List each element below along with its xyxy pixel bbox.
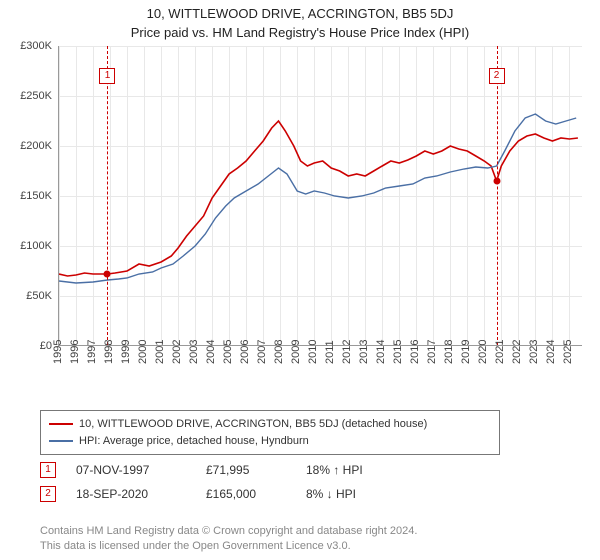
x-tick-label: 2017 bbox=[426, 340, 438, 364]
chart-container: 10, WITTLEWOOD DRIVE, ACCRINGTON, BB5 5D… bbox=[0, 0, 600, 560]
event-price: £71,995 bbox=[206, 463, 286, 477]
event-marker-box: 1 bbox=[99, 68, 115, 84]
event-dot bbox=[104, 271, 111, 278]
event-table-row: 2 18-SEP-2020 £165,000 8% ↓ HPI bbox=[40, 482, 560, 506]
series-line-hpi bbox=[59, 114, 576, 283]
legend-item: HPI: Average price, detached house, Hynd… bbox=[49, 433, 491, 450]
x-tick-label: 2012 bbox=[341, 340, 353, 364]
x-tick-label: 1998 bbox=[103, 340, 115, 364]
x-tick-label: 2000 bbox=[137, 340, 149, 364]
legend: 10, WITTLEWOOD DRIVE, ACCRINGTON, BB5 5D… bbox=[40, 410, 500, 455]
event-marker-box: 2 bbox=[40, 486, 56, 502]
x-tick-label: 1997 bbox=[86, 340, 98, 364]
x-tick-label: 2010 bbox=[307, 340, 319, 364]
x-tick-label: 2015 bbox=[392, 340, 404, 364]
events-table: 1 07-NOV-1997 £71,995 18% ↑ HPI 2 18-SEP… bbox=[40, 458, 560, 506]
event-vertical-line bbox=[497, 46, 498, 345]
x-tick-label: 2001 bbox=[154, 340, 166, 364]
y-tick-label: £200K bbox=[20, 140, 52, 152]
x-tick-label: 2025 bbox=[562, 340, 574, 364]
x-tick-label: 2023 bbox=[528, 340, 540, 364]
x-axis: 1995199619971998199920002001200220032004… bbox=[58, 348, 582, 378]
x-tick-label: 1999 bbox=[120, 340, 132, 364]
event-dot bbox=[493, 178, 500, 185]
event-hpi: 8% ↓ HPI bbox=[306, 487, 406, 501]
line-series-svg bbox=[59, 46, 583, 346]
x-tick-label: 2011 bbox=[324, 340, 336, 364]
x-tick-label: 2008 bbox=[273, 340, 285, 364]
legend-label: HPI: Average price, detached house, Hynd… bbox=[79, 433, 309, 450]
x-tick-label: 2019 bbox=[460, 340, 472, 364]
x-tick-label: 2007 bbox=[256, 340, 268, 364]
x-tick-label: 2022 bbox=[511, 340, 523, 364]
series-line-property bbox=[59, 121, 578, 276]
x-tick-label: 2002 bbox=[171, 340, 183, 364]
chart-area: £0£50K£100K£150K£200K£250K£300K 12 19951… bbox=[14, 46, 586, 376]
y-axis: £0£50K£100K£150K£200K£250K£300K bbox=[14, 46, 54, 346]
attribution: Contains HM Land Registry data © Crown c… bbox=[40, 524, 560, 554]
event-price: £165,000 bbox=[206, 487, 286, 501]
legend-swatch bbox=[49, 423, 73, 425]
legend-swatch bbox=[49, 440, 73, 442]
event-hpi: 18% ↑ HPI bbox=[306, 463, 406, 477]
attribution-line: Contains HM Land Registry data © Crown c… bbox=[40, 524, 560, 539]
x-tick-label: 2021 bbox=[494, 340, 506, 364]
x-tick-label: 2005 bbox=[222, 340, 234, 364]
x-tick-label: 2006 bbox=[239, 340, 251, 364]
x-tick-label: 2004 bbox=[205, 340, 217, 364]
legend-item: 10, WITTLEWOOD DRIVE, ACCRINGTON, BB5 5D… bbox=[49, 416, 491, 433]
event-marker-box: 1 bbox=[40, 462, 56, 478]
x-tick-label: 1996 bbox=[69, 340, 81, 364]
event-marker-box: 2 bbox=[489, 68, 505, 84]
y-tick-label: £300K bbox=[20, 40, 52, 52]
chart-title: 10, WITTLEWOOD DRIVE, ACCRINGTON, BB5 5D… bbox=[0, 0, 600, 21]
legend-label: 10, WITTLEWOOD DRIVE, ACCRINGTON, BB5 5D… bbox=[79, 416, 427, 433]
y-tick-label: £0 bbox=[40, 340, 52, 352]
event-vertical-line bbox=[107, 46, 108, 345]
y-tick-label: £250K bbox=[20, 90, 52, 102]
x-tick-label: 1995 bbox=[52, 340, 64, 364]
x-tick-label: 2013 bbox=[358, 340, 370, 364]
x-tick-label: 2014 bbox=[375, 340, 387, 364]
x-tick-label: 2018 bbox=[443, 340, 455, 364]
y-tick-label: £150K bbox=[20, 190, 52, 202]
x-tick-label: 2003 bbox=[188, 340, 200, 364]
plot-area: 12 bbox=[58, 46, 582, 346]
chart-subtitle: Price paid vs. HM Land Registry's House … bbox=[0, 21, 600, 40]
x-tick-label: 2016 bbox=[409, 340, 421, 364]
attribution-line: This data is licensed under the Open Gov… bbox=[40, 539, 560, 554]
event-date: 07-NOV-1997 bbox=[76, 463, 186, 477]
x-tick-label: 2009 bbox=[290, 340, 302, 364]
event-table-row: 1 07-NOV-1997 £71,995 18% ↑ HPI bbox=[40, 458, 560, 482]
y-tick-label: £50K bbox=[26, 290, 52, 302]
x-tick-label: 2020 bbox=[477, 340, 489, 364]
x-tick-label: 2024 bbox=[545, 340, 557, 364]
event-date: 18-SEP-2020 bbox=[76, 487, 186, 501]
y-tick-label: £100K bbox=[20, 240, 52, 252]
